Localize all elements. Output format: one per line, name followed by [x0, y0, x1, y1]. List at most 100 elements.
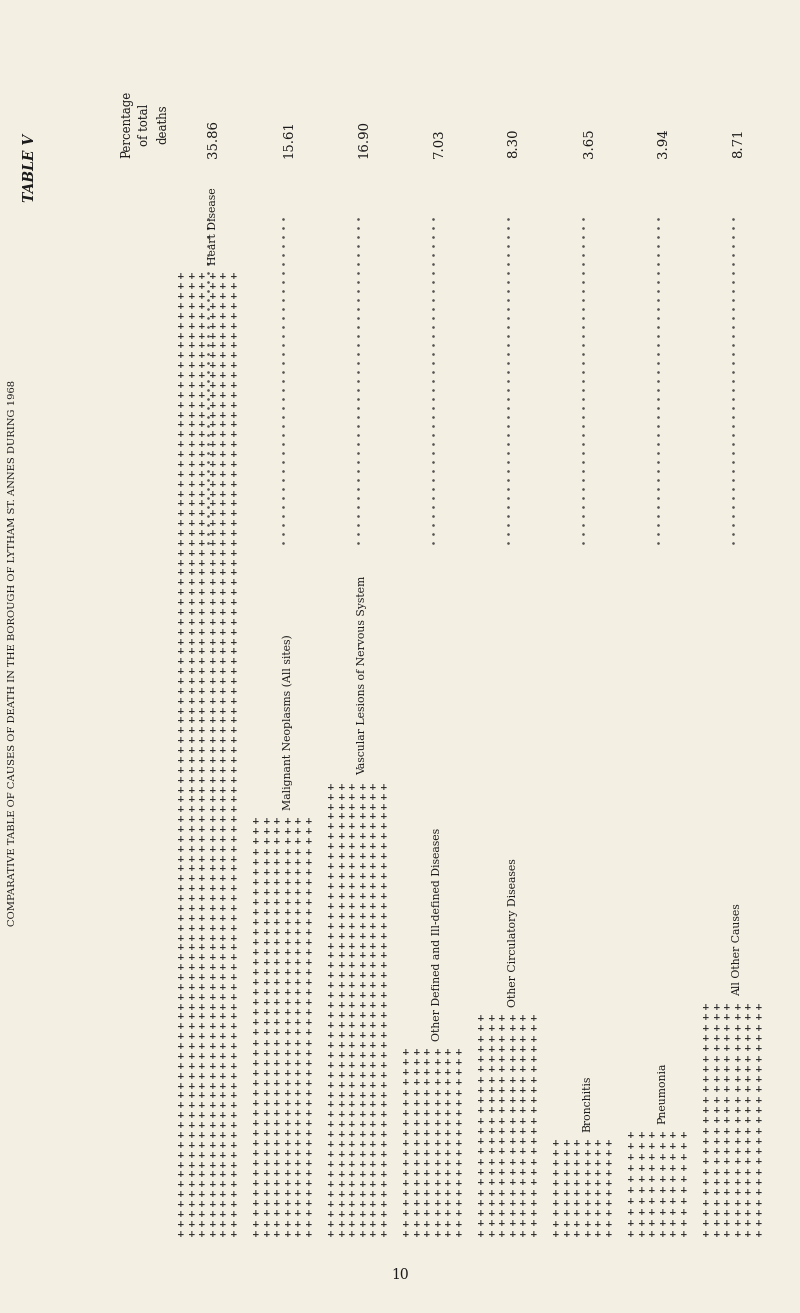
Text: +: + — [702, 1127, 710, 1136]
Text: +: + — [188, 618, 195, 626]
Text: +: + — [188, 1121, 195, 1130]
Text: +: + — [519, 1096, 527, 1106]
Text: +: + — [294, 1129, 302, 1138]
Text: +: + — [434, 1078, 442, 1087]
Text: +: + — [680, 1186, 687, 1195]
Text: +: + — [219, 1190, 227, 1199]
Text: +: + — [349, 783, 356, 792]
Text: +: + — [209, 312, 217, 320]
Text: +: + — [274, 1039, 281, 1048]
Text: +: + — [178, 1012, 185, 1022]
Text: Vascular Lesions of Nervous System: Vascular Lesions of Nervous System — [358, 576, 367, 775]
Text: +: + — [338, 1170, 346, 1179]
Text: +: + — [509, 1116, 517, 1125]
Text: +: + — [402, 1209, 410, 1218]
Text: +: + — [274, 1058, 281, 1067]
Text: +: + — [413, 1138, 421, 1148]
Text: +: + — [188, 499, 195, 508]
Text: +: + — [198, 1190, 206, 1199]
Text: +: + — [359, 1130, 366, 1140]
Text: +: + — [198, 717, 206, 726]
Text: +: + — [209, 717, 217, 726]
Text: +: + — [209, 726, 217, 735]
Text: +: + — [745, 1014, 752, 1023]
Text: +: + — [530, 1148, 538, 1157]
Text: +: + — [294, 1229, 302, 1238]
Text: +: + — [253, 1039, 260, 1048]
Text: +: + — [178, 628, 185, 637]
Text: +: + — [327, 1209, 335, 1218]
Text: +: + — [263, 838, 270, 847]
Text: +: + — [349, 882, 356, 892]
Text: +: + — [178, 569, 185, 578]
Text: +: + — [370, 1100, 377, 1109]
Text: +: + — [294, 877, 302, 886]
Text: +: + — [274, 968, 281, 977]
Text: +: + — [178, 1032, 185, 1041]
Text: +: + — [198, 282, 206, 291]
Text: +: + — [274, 1149, 281, 1158]
Text: +: + — [284, 1129, 291, 1138]
Text: +: + — [455, 1220, 462, 1229]
Text: +: + — [327, 911, 335, 920]
Text: +: + — [209, 302, 217, 311]
Text: TABLE V: TABLE V — [23, 134, 37, 202]
Text: +: + — [519, 1116, 527, 1125]
Text: +: + — [745, 1106, 752, 1115]
Text: +: + — [413, 1058, 421, 1067]
Text: +: + — [509, 1220, 517, 1229]
Text: +: + — [305, 978, 313, 987]
Text: +: + — [638, 1186, 646, 1195]
Text: +: + — [284, 888, 291, 897]
Text: +: + — [263, 937, 270, 947]
Text: +: + — [230, 864, 238, 873]
Text: +: + — [198, 647, 206, 656]
Text: +: + — [294, 1140, 302, 1148]
Text: +: + — [230, 460, 238, 469]
Text: +: + — [294, 1209, 302, 1218]
Text: +: + — [370, 1091, 377, 1099]
Text: +: + — [219, 638, 227, 646]
Text: +: + — [198, 687, 206, 696]
Text: +: + — [509, 1148, 517, 1157]
Text: +: + — [219, 420, 227, 429]
Text: +: + — [305, 1099, 313, 1108]
Text: +: + — [219, 519, 227, 528]
Text: +: + — [198, 1071, 206, 1081]
Text: +: + — [713, 1044, 721, 1053]
Text: +: + — [349, 1031, 356, 1040]
Text: +: + — [423, 1179, 431, 1188]
Text: +: + — [584, 1220, 591, 1229]
Text: +: + — [530, 1209, 538, 1218]
Text: +: + — [327, 1061, 335, 1070]
Text: +: + — [284, 818, 291, 826]
Text: +: + — [230, 835, 238, 844]
Text: +: + — [284, 1049, 291, 1057]
Text: +: + — [745, 1003, 752, 1012]
Text: +: + — [370, 941, 377, 951]
Text: +: + — [230, 282, 238, 291]
Text: +: + — [274, 827, 281, 836]
Text: +: + — [498, 1209, 506, 1218]
Text: +: + — [178, 352, 185, 360]
Text: +: + — [553, 1179, 560, 1188]
Text: +: + — [327, 872, 335, 881]
Text: +: + — [219, 440, 227, 449]
Text: +: + — [413, 1220, 421, 1229]
Text: +: + — [274, 958, 281, 968]
Text: +: + — [713, 1054, 721, 1064]
Text: +: + — [230, 608, 238, 617]
Text: +: + — [305, 1109, 313, 1117]
Text: +: + — [209, 765, 217, 775]
Text: +: + — [198, 785, 206, 794]
Text: +: + — [723, 1014, 731, 1023]
Text: +: + — [188, 983, 195, 991]
Text: +: + — [370, 1220, 377, 1229]
Text: +: + — [230, 1071, 238, 1081]
Text: +: + — [584, 1190, 591, 1199]
Text: +: + — [713, 1106, 721, 1115]
Text: +: + — [423, 1129, 431, 1138]
Text: +: + — [209, 1150, 217, 1159]
Text: +: + — [488, 1116, 495, 1125]
Text: +: + — [178, 1121, 185, 1130]
